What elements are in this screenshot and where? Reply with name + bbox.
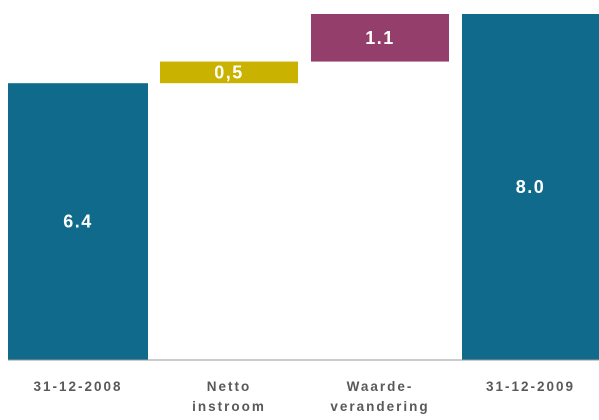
- value-label-2008-end: 6.4: [63, 212, 93, 232]
- category-label-netto-instroom-line1: Netto: [207, 379, 252, 394]
- bar-netto-instroom: [160, 61, 298, 84]
- category-label-2008-end: 31-12-2008: [33, 379, 122, 394]
- value-labels-group: 6.4 0,5 1.1 8.0: [63, 28, 546, 232]
- category-label-2009-end: 31-12-2009: [486, 379, 575, 394]
- bar-2008-end: [8, 83, 148, 360]
- category-label-netto-instroom-line2: instroom: [192, 399, 266, 414]
- value-label-2009-end: 8.0: [516, 177, 546, 197]
- bar-2009-end: [462, 14, 599, 360]
- value-label-waardeverandering: 1.1: [365, 28, 395, 48]
- category-label-waardeverandering-line2: verandering: [330, 399, 429, 414]
- bars-group: [8, 14, 599, 360]
- category-labels-group: 31-12-2008 Netto instroom Waarde-veranderin…: [33, 379, 575, 414]
- category-label-waardeverandering-line1: Waarde-: [347, 379, 414, 394]
- bar-waardeverandering: [311, 14, 449, 62]
- value-label-netto-instroom: 0,5: [214, 62, 244, 82]
